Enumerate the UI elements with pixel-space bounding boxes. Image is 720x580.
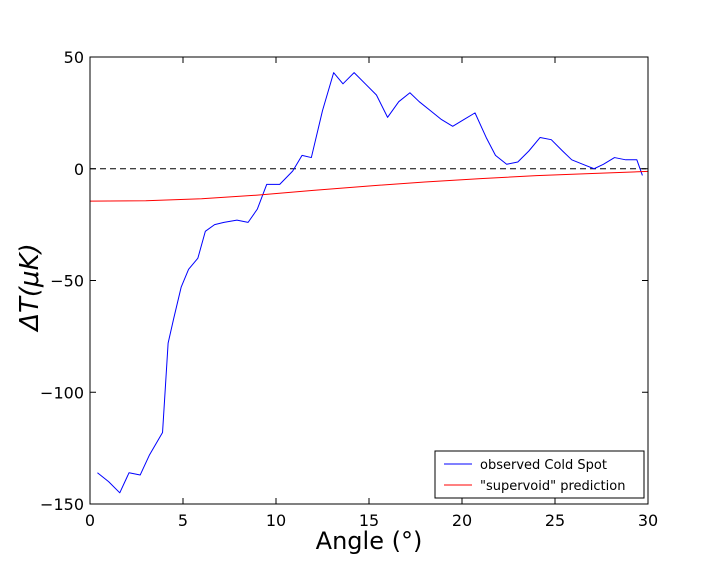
x-tick-label: 5 — [178, 511, 188, 530]
y-tick-label: 0 — [74, 160, 84, 179]
legend: observed Cold Spot "supervoid" prediction — [434, 450, 645, 499]
legend-box — [434, 450, 645, 499]
y-axis-label: ΔT(μK) — [15, 243, 45, 333]
legend-label-2: "supervoid" prediction — [480, 479, 625, 494]
y-tick-label: 50 — [64, 48, 84, 67]
x-tick-label: 0 — [85, 511, 95, 530]
plot-frame — [89, 56, 649, 505]
plot-area — [90, 57, 648, 504]
y-tick-label: −50 — [50, 272, 84, 291]
y-tick-label: −150 — [40, 495, 84, 514]
x-tick-label: 30 — [638, 511, 658, 530]
series-line-2 — [89, 170, 649, 202]
series-line-1 — [97, 72, 643, 494]
y-tick-label: −100 — [40, 383, 84, 402]
x-tick-label: 25 — [545, 511, 565, 530]
x-tick-label: 20 — [452, 511, 472, 530]
x-tick-label: 15 — [359, 511, 379, 530]
legend-label-1: observed Cold Spot — [480, 458, 607, 473]
x-tick-label: 10 — [266, 511, 286, 530]
series-group — [89, 72, 649, 494]
x-axis-label: Angle (°) — [316, 527, 423, 555]
